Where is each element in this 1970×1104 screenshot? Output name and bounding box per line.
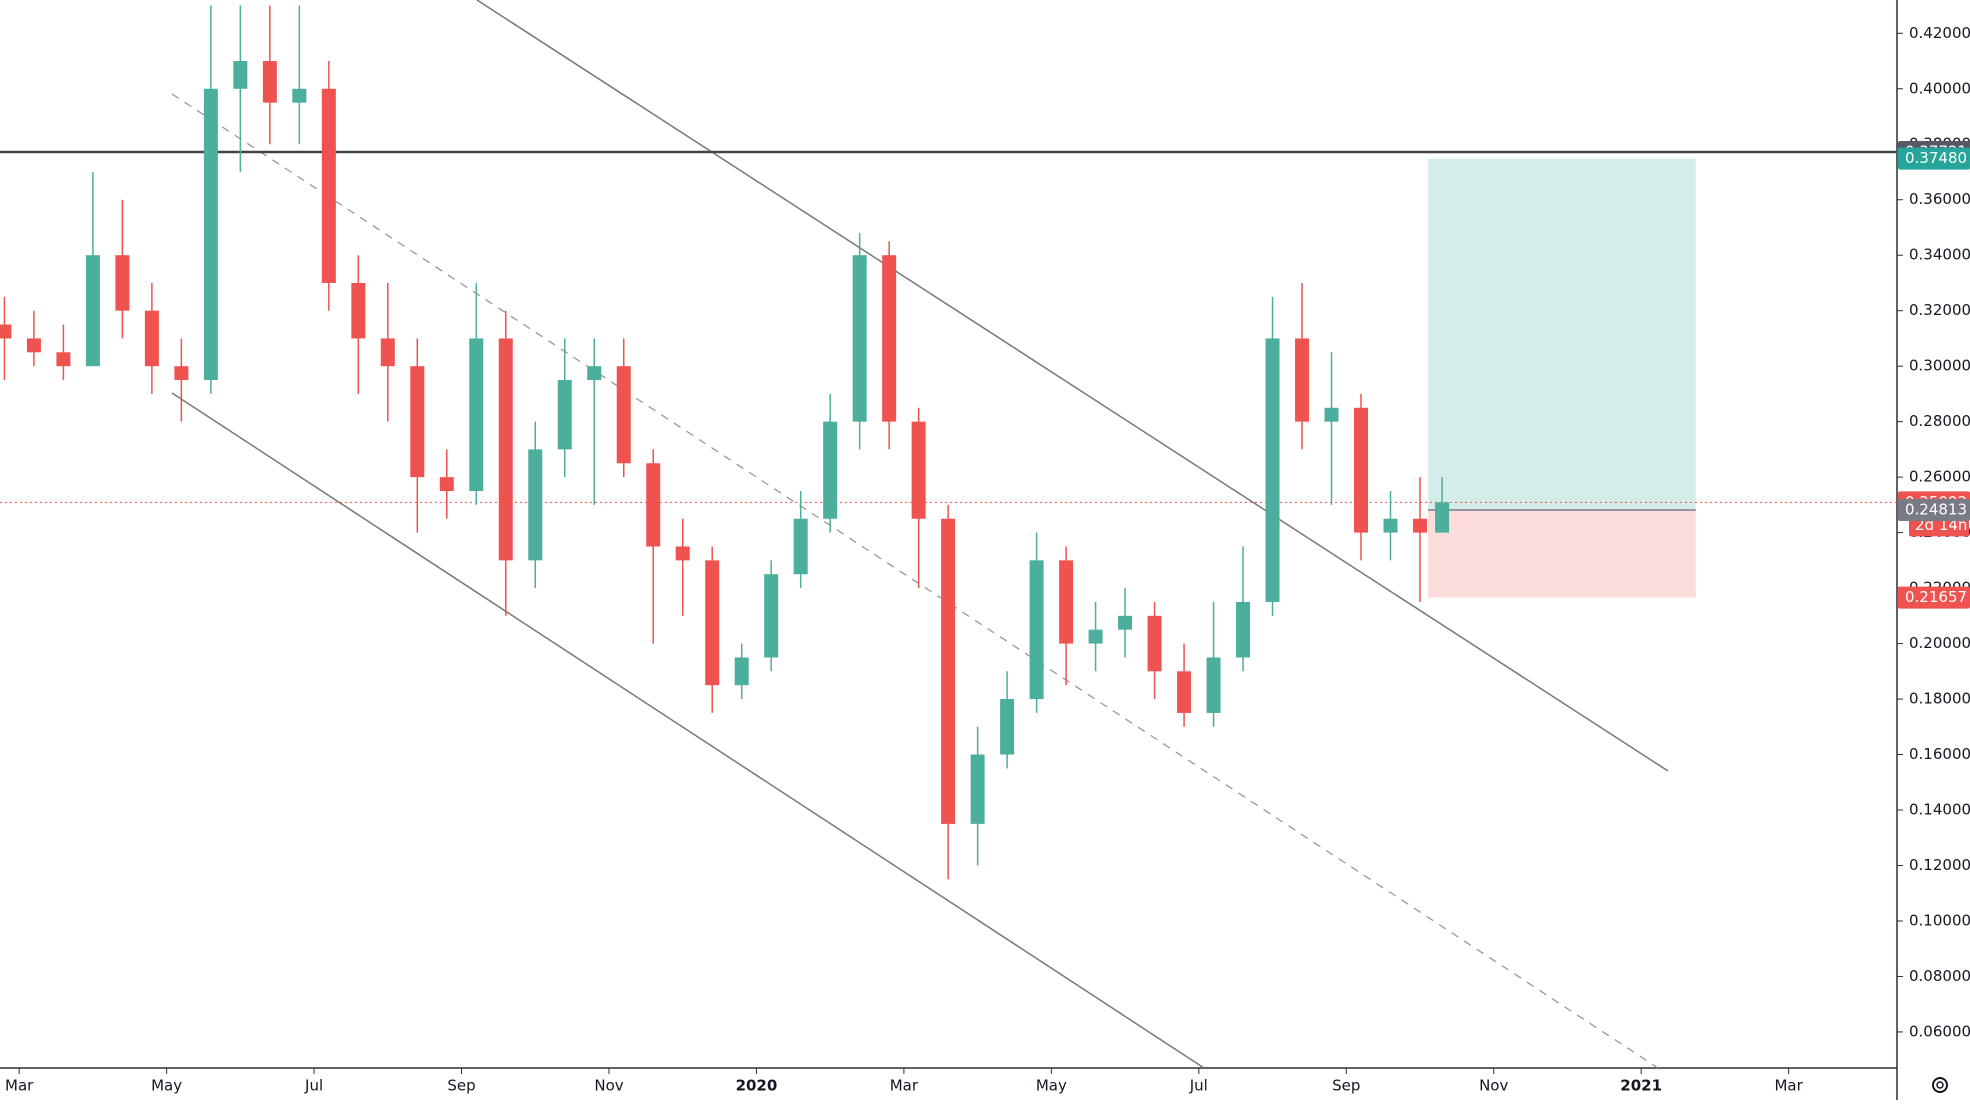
entry-label: 0.24813 xyxy=(1905,501,1967,519)
candle-body xyxy=(646,463,661,547)
candle-body xyxy=(1029,560,1044,700)
candle-body xyxy=(941,518,956,824)
y-tick-label: 0.42000 xyxy=(1909,24,1970,42)
candle-body xyxy=(734,657,749,686)
candle-body xyxy=(1236,601,1251,658)
candle-body xyxy=(675,546,690,561)
candle-body xyxy=(115,255,130,311)
candle-body xyxy=(1000,699,1015,755)
target-zone xyxy=(1428,158,1696,511)
y-tick-label: 0.14000 xyxy=(1909,801,1970,819)
candle-body xyxy=(705,560,720,686)
y-tick-label: 0.18000 xyxy=(1909,690,1970,708)
candle-body xyxy=(528,449,543,561)
candle-body xyxy=(1059,560,1074,644)
candle-body xyxy=(56,352,71,367)
target-label: 0.37480 xyxy=(1905,149,1967,167)
y-tick-label: 0.10000 xyxy=(1909,911,1970,929)
stop-label: 0.21657 xyxy=(1905,588,1967,606)
y-tick-label: 0.08000 xyxy=(1909,967,1970,985)
candle-body xyxy=(262,61,277,103)
y-tick-label: 0.06000 xyxy=(1909,1022,1970,1040)
candle-body xyxy=(469,338,484,492)
candle-body xyxy=(498,338,513,561)
candle-body xyxy=(557,380,572,450)
candle-body xyxy=(587,366,602,381)
y-tick-label: 0.34000 xyxy=(1909,246,1970,264)
candle-body xyxy=(1088,629,1103,644)
candle-body xyxy=(1412,518,1427,533)
candle-body xyxy=(26,338,41,353)
channel-lower xyxy=(171,392,1205,1069)
candle-body xyxy=(1177,671,1192,713)
candle-body xyxy=(233,61,248,89)
candle-body xyxy=(321,88,336,283)
x-tick-label: Mar xyxy=(1774,1077,1803,1095)
x-tick-label: Nov xyxy=(1479,1077,1508,1095)
gear[interactable] xyxy=(1932,1077,1948,1093)
y-tick-label: 0.40000 xyxy=(1909,79,1970,97)
candle-body xyxy=(1295,338,1310,422)
entry-label-bg xyxy=(1898,499,1970,522)
y-tick-label: 0.32000 xyxy=(1909,301,1970,319)
candle-body xyxy=(970,754,985,824)
y-tick-label: 0.30000 xyxy=(1909,357,1970,375)
candle-body xyxy=(203,88,218,381)
y-tick-label: 0.20000 xyxy=(1909,634,1970,652)
candle-body xyxy=(410,366,425,478)
candle-body xyxy=(292,88,307,103)
candle-body xyxy=(616,366,631,464)
candle-body xyxy=(1206,657,1221,713)
candle-body xyxy=(764,574,779,658)
x-tick-label: 2021 xyxy=(1620,1077,1662,1095)
candle-body xyxy=(351,282,366,339)
x-tick-label: May xyxy=(1036,1077,1067,1095)
candle-body xyxy=(823,421,838,519)
candle-body xyxy=(1324,407,1339,422)
axis-labels: 0.06000 0.08000 0.10000 0.12000 0.14000 0.160… xyxy=(5,24,1970,1095)
candle-body xyxy=(1383,518,1398,533)
channel-middle xyxy=(171,93,1659,1069)
candle-body xyxy=(85,255,100,367)
candle-body xyxy=(380,338,395,367)
stop-label-bg xyxy=(1898,586,1970,609)
stop-zone xyxy=(1428,510,1696,598)
candle-body xyxy=(439,477,454,492)
target-label-bg xyxy=(1898,147,1970,170)
x-tick-label: Jul xyxy=(304,1077,323,1095)
y-tick-label: 0.12000 xyxy=(1909,856,1970,874)
candle-body xyxy=(1435,502,1450,533)
channel-upper xyxy=(476,0,1669,772)
candle-body xyxy=(882,255,897,422)
settings-icon[interactable] xyxy=(1932,1077,1948,1093)
x-tick-label: Nov xyxy=(594,1077,623,1095)
y-tick-label: 0.26000 xyxy=(1909,468,1970,486)
candle-body xyxy=(1147,615,1162,672)
y-tick-label: 0.16000 xyxy=(1909,745,1970,763)
x-tick-label: Jul xyxy=(1189,1077,1208,1095)
candle-body xyxy=(174,366,189,381)
x-tick-label: Mar xyxy=(5,1077,34,1095)
candle-body xyxy=(911,421,926,519)
candle-body xyxy=(852,255,867,422)
candle-body xyxy=(1354,407,1369,533)
x-tick-label: 2020 xyxy=(736,1077,778,1095)
candles xyxy=(0,5,1450,880)
y-tick-label: 0.36000 xyxy=(1909,190,1970,208)
x-tick-label: May xyxy=(151,1077,182,1095)
candle-body xyxy=(144,310,159,367)
y-tick-label: 0.28000 xyxy=(1909,412,1970,430)
candle-body xyxy=(1265,338,1280,602)
x-tick-label: Mar xyxy=(890,1077,919,1095)
gear-center xyxy=(1936,1081,1944,1089)
candle-body xyxy=(1118,615,1133,630)
candle-body xyxy=(0,324,12,339)
x-tick-label: Sep xyxy=(447,1077,475,1095)
overlay xyxy=(0,150,1897,598)
candle-body xyxy=(793,518,808,575)
x-tick-label: Sep xyxy=(1332,1077,1360,1095)
